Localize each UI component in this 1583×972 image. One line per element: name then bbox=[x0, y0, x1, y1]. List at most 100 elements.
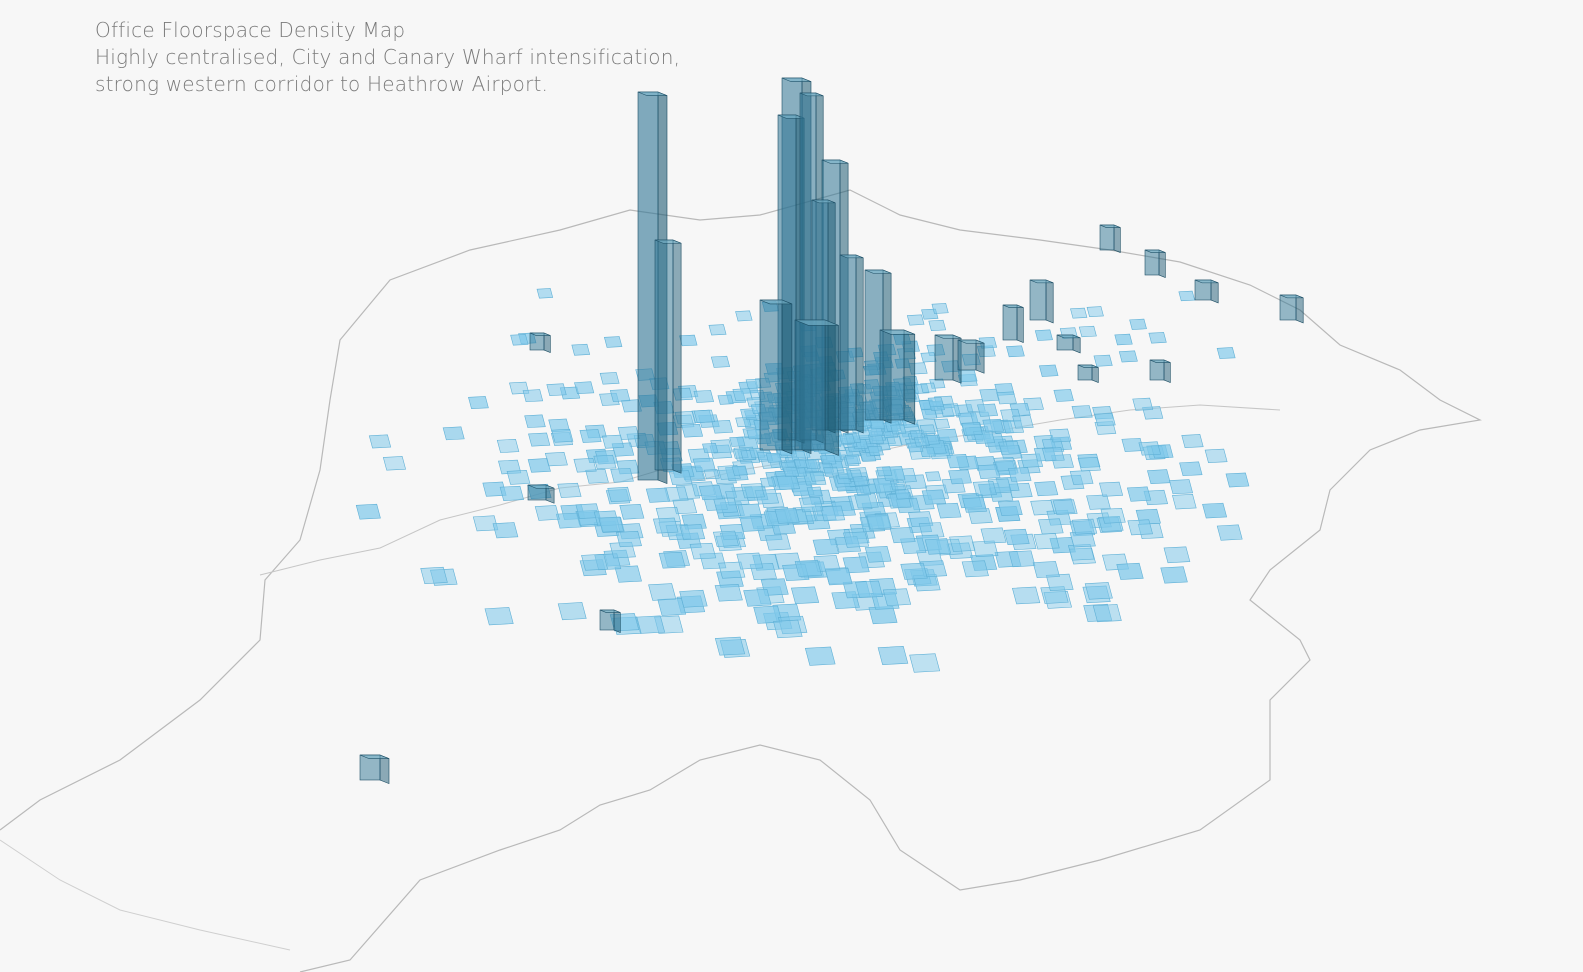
density-tower-side bbox=[1045, 279, 1054, 324]
density-tile bbox=[1148, 332, 1167, 344]
density-tower-top bbox=[821, 159, 849, 164]
density-tile bbox=[681, 423, 704, 438]
density-tile bbox=[998, 440, 1021, 455]
density-tile bbox=[702, 442, 719, 454]
density-tile bbox=[648, 583, 677, 601]
density-tile bbox=[921, 489, 947, 505]
density-tile bbox=[499, 485, 524, 501]
density-tile bbox=[1114, 333, 1133, 346]
density-tile bbox=[927, 397, 944, 408]
caption: Office Floorspace Density Map Highly cen… bbox=[95, 17, 680, 98]
density-tile bbox=[852, 476, 869, 487]
density-tile bbox=[961, 560, 989, 578]
density-tower-side bbox=[1113, 224, 1121, 253]
density-tile bbox=[782, 466, 800, 477]
density-tower-front bbox=[794, 319, 826, 451]
density-tile bbox=[652, 517, 679, 534]
density-tile bbox=[368, 434, 392, 449]
density-tower-front bbox=[1149, 359, 1165, 381]
density-tile bbox=[745, 378, 762, 389]
density-tile bbox=[913, 383, 930, 394]
density-tile bbox=[890, 480, 907, 491]
density-tile bbox=[889, 526, 916, 544]
density-tower-side bbox=[903, 329, 916, 425]
density-tile bbox=[534, 505, 560, 521]
density-tile bbox=[714, 636, 746, 656]
density-tile bbox=[877, 646, 909, 666]
density-tile bbox=[657, 598, 687, 616]
density-tile bbox=[996, 391, 1017, 405]
density-tower-top bbox=[529, 332, 551, 336]
density-tile bbox=[948, 469, 972, 485]
density-tile bbox=[1118, 350, 1138, 363]
density-tile bbox=[603, 336, 623, 348]
density-tile bbox=[1038, 518, 1064, 535]
density-tower-side bbox=[1210, 279, 1219, 304]
density-tile bbox=[802, 470, 827, 486]
density-tile bbox=[1034, 481, 1059, 497]
density-tower-side bbox=[1158, 249, 1166, 278]
density-tile bbox=[987, 478, 1012, 494]
density-tile bbox=[355, 503, 381, 520]
density-tower-front bbox=[654, 239, 674, 471]
density-tile bbox=[524, 414, 546, 428]
density-tile bbox=[522, 389, 544, 403]
density-tower-top bbox=[1279, 294, 1304, 299]
density-tile bbox=[1012, 415, 1034, 429]
density-tower-top bbox=[934, 334, 962, 339]
density-tile bbox=[581, 553, 609, 571]
density-tile bbox=[1003, 528, 1030, 546]
density-tower-front bbox=[1029, 279, 1047, 321]
density-tile bbox=[712, 530, 739, 547]
density-tile bbox=[716, 570, 744, 588]
density-tile bbox=[882, 588, 912, 606]
density-tile bbox=[527, 458, 551, 473]
density-tile bbox=[585, 468, 609, 484]
density-tile bbox=[823, 466, 840, 477]
density-tile bbox=[855, 580, 884, 599]
density-tile bbox=[776, 475, 801, 490]
density-tile bbox=[864, 546, 892, 563]
density-tile bbox=[836, 469, 853, 480]
density-tile bbox=[420, 566, 448, 584]
density-tile bbox=[962, 497, 987, 513]
density-tile bbox=[928, 319, 947, 331]
density-tile bbox=[854, 493, 879, 509]
density-tower-side bbox=[781, 299, 793, 455]
density-tower-side bbox=[1016, 304, 1024, 343]
density-tower-front bbox=[1144, 249, 1160, 276]
density-tile bbox=[731, 465, 748, 476]
density-tile bbox=[579, 429, 602, 443]
density-tile bbox=[698, 485, 723, 501]
map-subtitle: strong western corridor to Heathrow Airp… bbox=[95, 72, 549, 96]
density-tile bbox=[844, 454, 862, 465]
density-tower-side bbox=[1163, 359, 1171, 383]
density-tile bbox=[1138, 441, 1161, 456]
density-tile bbox=[536, 288, 554, 299]
density-tile bbox=[920, 382, 937, 393]
density-tower-side bbox=[379, 754, 390, 785]
density-tower-front bbox=[599, 609, 615, 631]
density-tile bbox=[977, 403, 999, 417]
density-tile bbox=[679, 334, 698, 347]
density-tile bbox=[1099, 481, 1124, 497]
density-tile bbox=[711, 420, 734, 434]
density-tile bbox=[672, 498, 698, 515]
density-tile bbox=[679, 589, 708, 608]
density-tile bbox=[1204, 448, 1228, 463]
density-tile bbox=[1160, 566, 1188, 584]
density-tile bbox=[1094, 412, 1116, 427]
density-tile bbox=[754, 489, 780, 505]
density-tower-front bbox=[934, 334, 954, 381]
density-tile bbox=[977, 464, 1001, 479]
density-tile bbox=[765, 452, 782, 463]
density-tile bbox=[693, 390, 715, 403]
density-tower-top bbox=[781, 77, 812, 82]
density-tile bbox=[1100, 508, 1126, 524]
density-tile bbox=[869, 419, 886, 430]
density-tile bbox=[919, 446, 936, 458]
density-tower-side bbox=[824, 319, 839, 456]
density-tile bbox=[867, 445, 884, 456]
density-tile bbox=[1086, 494, 1111, 510]
